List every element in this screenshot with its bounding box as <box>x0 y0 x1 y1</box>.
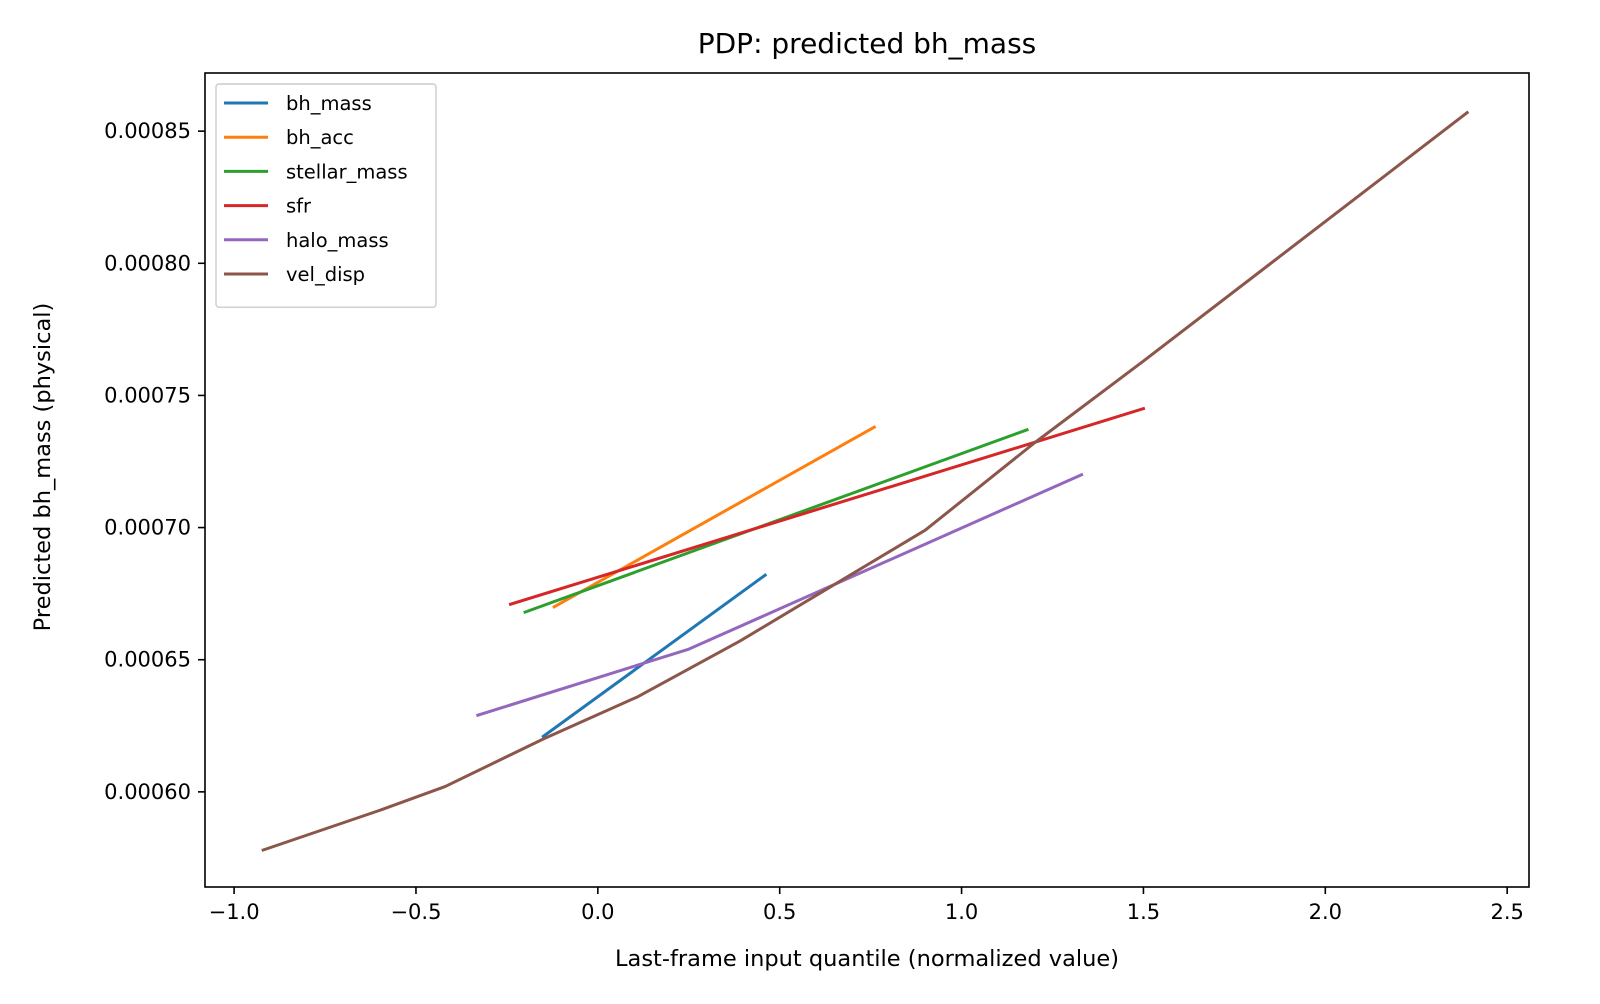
x-tick-label: 1.0 <box>945 900 978 924</box>
series-line-bh-acc <box>552 425 877 609</box>
x-tick-label: 0.5 <box>763 900 796 924</box>
x-tick-label: −1.0 <box>209 900 260 924</box>
legend-label-bh-mass: bh_mass <box>286 92 372 115</box>
y-tick-label: 0.00065 <box>104 648 191 672</box>
x-tick-label: 1.5 <box>1127 900 1160 924</box>
y-tick-label: 0.00085 <box>104 119 191 143</box>
series-line-halo-mass <box>475 472 1084 718</box>
y-tick-label: 0.00060 <box>104 780 191 804</box>
y-tick-label: 0.00075 <box>104 383 191 407</box>
axes-frame <box>204 72 1530 888</box>
legend-label-halo-mass: halo_mass <box>286 229 389 252</box>
x-tick-label: 2.0 <box>1309 900 1342 924</box>
legend-box <box>215 83 437 308</box>
series-line-vel-disp <box>261 110 1470 852</box>
plot-area <box>261 110 1470 852</box>
ticks-layer: −1.0 −0.5 0.0 0.5 1.0 1.5 2.0 2.5 0.00060 0.00065… <box>104 119 1524 924</box>
legend-label-vel-disp: vel_disp <box>286 263 365 286</box>
y-tick-label: 0.00070 <box>104 516 191 540</box>
x-tick-label: 0.0 <box>581 900 614 924</box>
chart-title: PDP: predicted bh_mass <box>698 27 1037 60</box>
legend-label-sfr: sfr <box>286 195 312 218</box>
x-axis-label: Last-frame input quantile (normalized va… <box>615 946 1119 972</box>
x-tick-label: −0.5 <box>390 900 441 924</box>
y-axis-label: Predicted bh_mass (physical) <box>30 303 56 632</box>
legend-label-bh-acc: bh_acc <box>286 126 354 149</box>
series-line-bh-mass <box>541 573 768 739</box>
legend-label-stellar-mass: stellar_mass <box>286 160 408 183</box>
x-tick-label: 2.5 <box>1490 900 1523 924</box>
y-tick-label: 0.00080 <box>104 251 191 275</box>
series-layer <box>261 110 1470 852</box>
